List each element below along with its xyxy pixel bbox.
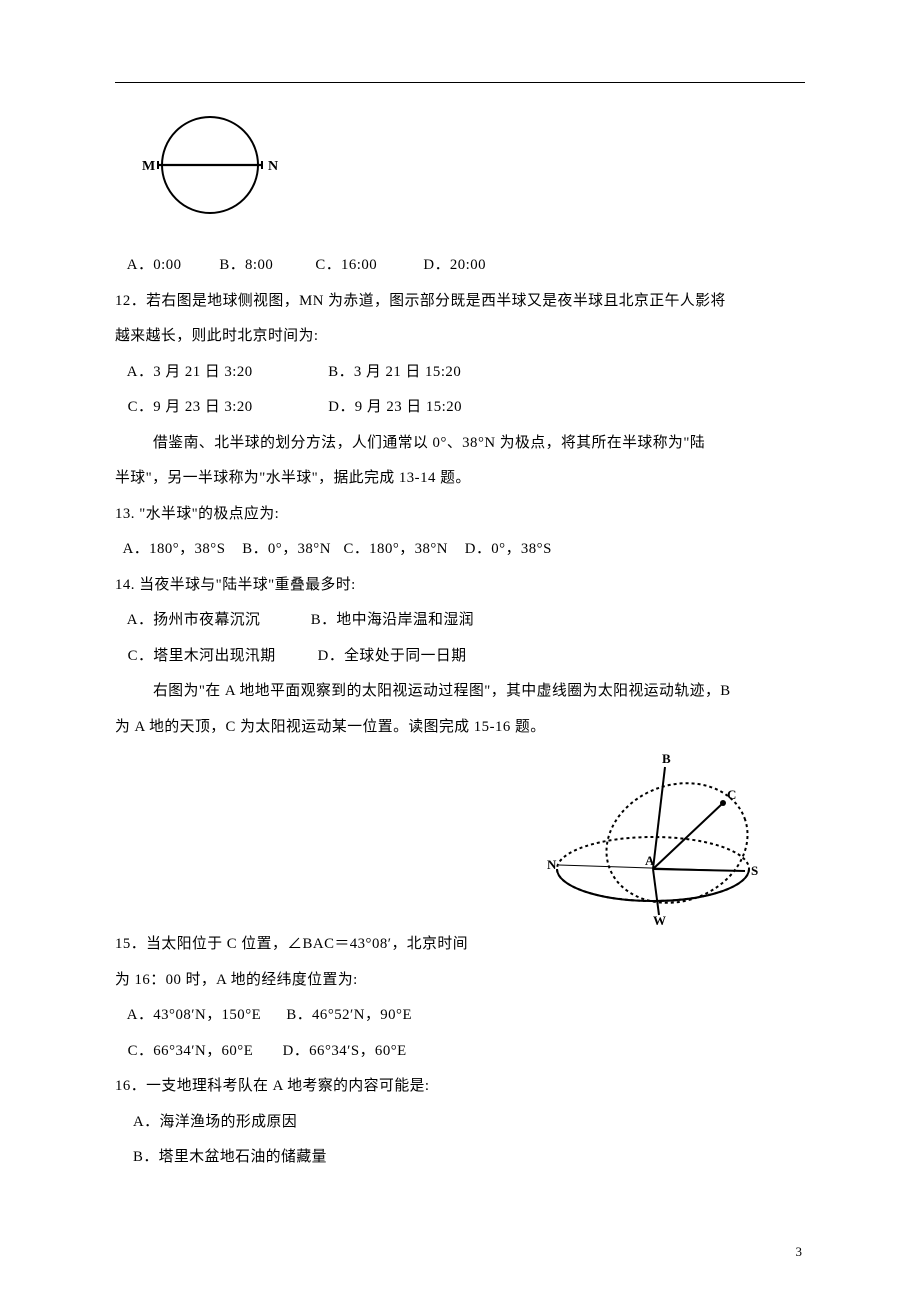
q12-optC: C．9 月 23 日 3:20 <box>128 399 253 415</box>
intro15-line2: 为 A 地的天顶，C 为太阳视运动某一位置。读图完成 15-16 题。 <box>115 710 805 746</box>
q12-optB: B．3 月 21 日 15:20 <box>328 364 461 380</box>
label-C: C <box>727 787 736 802</box>
figure-circle-mn: M N <box>130 111 805 230</box>
q14-optA: A．扬州市夜幕沉沉 <box>127 612 261 628</box>
q16-optA: A．海洋渔场的形成原因 <box>115 1105 805 1141</box>
q15-row1: A．43°08′N，150°E B．46°52′N，90°E <box>115 998 805 1034</box>
q16-stem: 16．一支地理科考队在 A 地考察的内容可能是: <box>115 1069 805 1105</box>
q12-row1: A．3 月 21 日 3:20 B．3 月 21 日 15:20 <box>115 355 805 391</box>
q13-options: A．180°，38°S B．0°，38°N C．180°，38°N D．0°，3… <box>115 532 805 568</box>
horizontal-rule <box>115 82 805 83</box>
q14-optD: D．全球处于同一日期 <box>318 648 467 664</box>
q15-optB: B．46°52′N，90°E <box>286 1007 412 1023</box>
q12-optD: D．9 月 23 日 15:20 <box>328 399 462 415</box>
label-S: S <box>751 863 758 878</box>
q12-stem-line1: 12．若右图是地球侧视图，MN 为赤道，图示部分既是西半球又是夜半球且北京正午人… <box>115 284 805 320</box>
q15-line2: 为 16：00 时，A 地的经纬度位置为: <box>115 963 805 999</box>
page-number: 3 <box>796 1244 803 1260</box>
q16-optB: B．塔里木盆地石油的储藏量 <box>115 1140 805 1176</box>
q15-optA: A．43°08′N，150°E <box>127 1007 261 1023</box>
sun-path-svg: B C N S A W <box>545 751 765 927</box>
q11-options: A．0:00 B．8:00 C．16:00 D．20:00 <box>115 248 805 284</box>
q15-optD: D．66°34′S，60°E <box>283 1043 407 1059</box>
q14-optB: B．地中海沿岸温和湿润 <box>311 612 474 628</box>
figure-sun-path: B C N S A W <box>545 751 765 932</box>
label-A: A <box>645 853 655 868</box>
q14-row2: C．塔里木河出现汛期 D．全球处于同一日期 <box>115 639 805 675</box>
q12-optA: A．3 月 21 日 3:20 <box>127 364 253 380</box>
intro15-line1: 右图为"在 A 地地平面观察到的太阳视运动过程图"，其中虚线圈为太阳视运动轨迹，… <box>115 674 805 710</box>
q14-optC: C．塔里木河出现汛期 <box>128 648 276 664</box>
intro13-line1: 借鉴南、北半球的划分方法，人们通常以 0°、38°N 为极点，将其所在半球称为"… <box>115 426 805 462</box>
q15-line1: 15．当太阳位于 C 位置，∠BAC＝43°08′，北京时间 <box>115 927 805 963</box>
intro13-line2: 半球"，另一半球称为"水半球"，据此完成 13-14 题。 <box>115 461 805 497</box>
q12-stem-line2: 越来越长，则此时北京时间为: <box>115 319 805 355</box>
q12-row2: C．9 月 23 日 3:20 D．9 月 23 日 15:20 <box>115 390 805 426</box>
figure-sun-path-wrap: B C N S A W <box>115 751 805 927</box>
circle-mn-svg: M N <box>130 111 290 225</box>
q14-row1: A．扬州市夜幕沉沉 B．地中海沿岸温和湿润 <box>115 603 805 639</box>
q14-stem: 14. 当夜半球与"陆半球"重叠最多时: <box>115 568 805 604</box>
label-B: B <box>662 751 671 766</box>
label-n: N <box>268 159 278 174</box>
label-m: M <box>142 159 155 174</box>
label-W: W <box>653 913 666 927</box>
q15-optC: C．66°34′N，60°E <box>128 1043 254 1059</box>
label-N: N <box>547 857 557 872</box>
q15-row2: C．66°34′N，60°E D．66°34′S，60°E <box>115 1034 805 1070</box>
page-body: M N A．0:00 B．8:00 C．16:00 D．20:00 12．若右图… <box>0 0 920 1176</box>
q13-stem: 13. "水半球"的极点应为: <box>115 497 805 533</box>
